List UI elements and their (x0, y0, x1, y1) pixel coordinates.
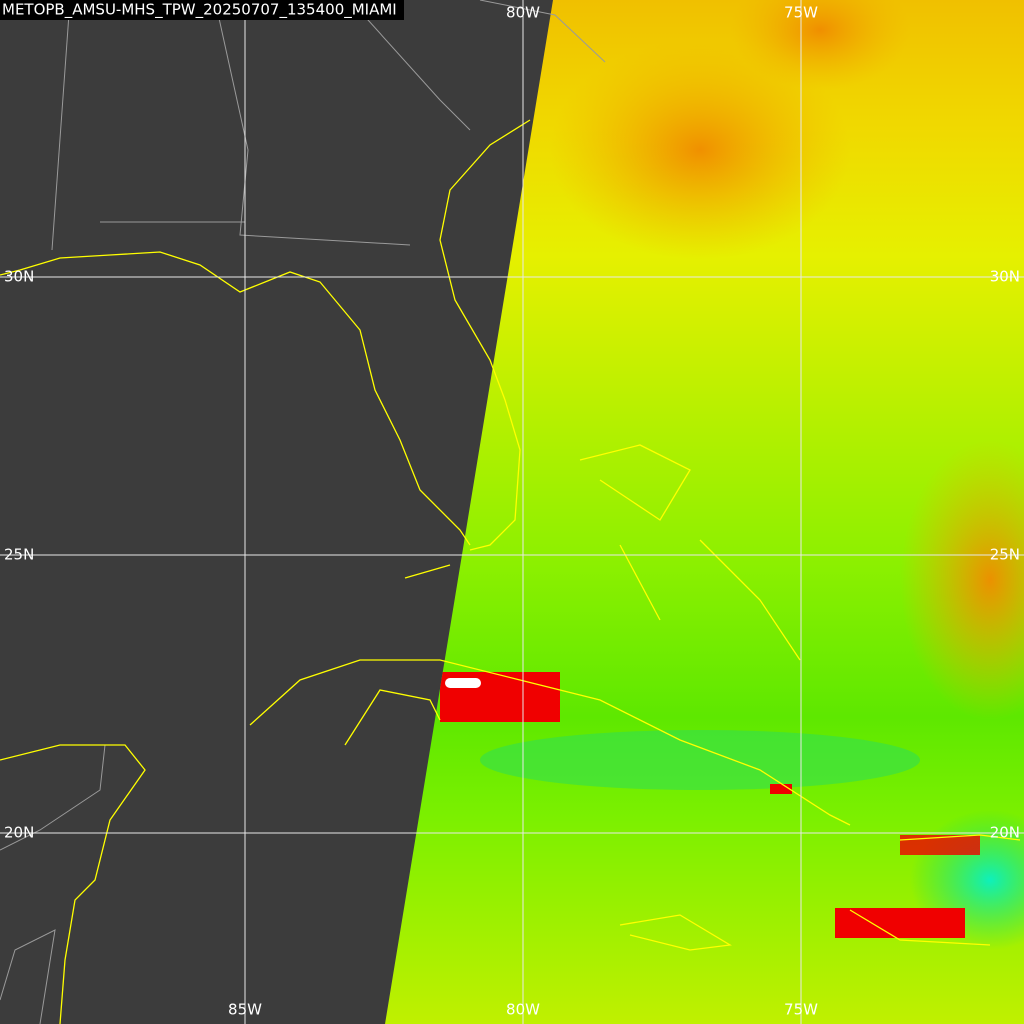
bottom-label: 85W (228, 1001, 262, 1019)
title-background (0, 0, 404, 20)
coastlines (0, 119, 1021, 1024)
right-label: 30N (990, 268, 1020, 286)
left-label: 25N (4, 546, 34, 564)
left-label: 20N (4, 824, 34, 842)
left-label: 30N (4, 268, 34, 286)
right-label: 25N (990, 546, 1020, 564)
borders (0, 0, 606, 1024)
bottom-label: 75W (784, 1001, 818, 1019)
top-label: 80W (506, 4, 540, 22)
right-label: 20N (990, 824, 1020, 842)
bottom-label: 80W (506, 1001, 540, 1019)
title: METOPB_AMSU-MHS_TPW_20250707_135400_MIAM… (2, 1, 397, 20)
top-label: 75W (784, 4, 818, 22)
